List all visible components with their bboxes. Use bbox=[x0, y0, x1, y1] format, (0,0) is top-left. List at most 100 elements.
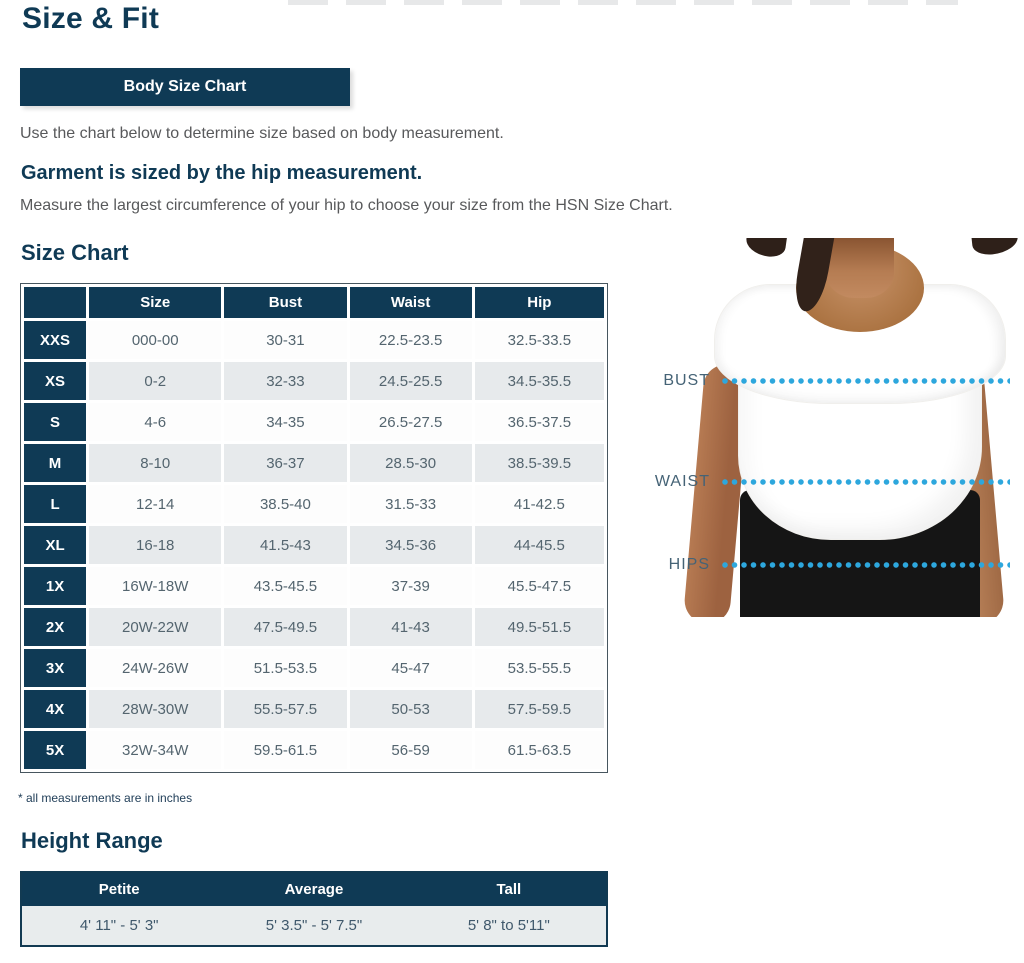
column-header: Hip bbox=[474, 287, 604, 318]
table-cell: 5' 3.5" - 5' 7.5" bbox=[216, 906, 412, 946]
height-range-header-row: Petite Average Tall bbox=[21, 872, 607, 906]
table-cell: 26.5-27.5 bbox=[349, 403, 472, 441]
table-cell: 57.5-59.5 bbox=[474, 690, 604, 728]
measurements-footnote: * all measurements are in inches bbox=[18, 791, 193, 805]
table-cell: 50-53 bbox=[349, 690, 472, 728]
table-row: L 12-14 38.5-40 31.5-33 41-42.5 bbox=[24, 485, 604, 523]
row-header: 1X bbox=[24, 567, 87, 605]
table-cell: 55.5-57.5 bbox=[224, 690, 347, 728]
table-cell: 32.5-33.5 bbox=[474, 321, 604, 359]
body-size-chart-button[interactable]: Body Size Chart bbox=[20, 68, 350, 106]
bust-label: BUST bbox=[663, 372, 710, 389]
cropped-content-artifact bbox=[288, 0, 958, 5]
row-header: 5X bbox=[24, 731, 87, 769]
table-cell: 34-35 bbox=[224, 403, 347, 441]
model-hair-tuft-right bbox=[970, 238, 1020, 257]
table-cell: 34.5-35.5 bbox=[474, 362, 604, 400]
table-cell: 36.5-37.5 bbox=[474, 403, 604, 441]
row-header: XS bbox=[24, 362, 87, 400]
table-cell: 5' 8" to 5'11" bbox=[411, 906, 607, 946]
table-cell: 56-59 bbox=[349, 731, 472, 769]
table-cell: 32-33 bbox=[224, 362, 347, 400]
table-cell: 000-00 bbox=[89, 321, 222, 359]
size-chart-header-row: Size Bust Waist Hip bbox=[24, 287, 604, 318]
table-cell: 4' 11" - 5' 3" bbox=[21, 906, 217, 946]
table-cell: 44-45.5 bbox=[474, 526, 604, 564]
table-cell: 20W-22W bbox=[89, 608, 222, 646]
intro-text: Use the chart below to determine size ba… bbox=[20, 125, 504, 142]
table-cell: 36-37 bbox=[224, 444, 347, 482]
table-cell: 28.5-30 bbox=[349, 444, 472, 482]
row-header: XXS bbox=[24, 321, 87, 359]
table-cell: 38.5-40 bbox=[224, 485, 347, 523]
row-header: XL bbox=[24, 526, 87, 564]
waist-measure-row: WAIST bbox=[650, 472, 1010, 492]
column-header: Petite bbox=[21, 872, 217, 906]
size-chart-heading: Size Chart bbox=[21, 240, 129, 265]
garment-sizing-heading: Garment is sized by the hip measurement. bbox=[21, 162, 423, 184]
table-cell: 41.5-43 bbox=[224, 526, 347, 564]
table-row: XXS 000-00 30-31 22.5-23.5 32.5-33.5 bbox=[24, 321, 604, 359]
table-cell: 30-31 bbox=[224, 321, 347, 359]
table-row: 4' 11" - 5' 3" 5' 3.5" - 5' 7.5" 5' 8" to … bbox=[21, 906, 607, 946]
hips-measure-row: HIPS bbox=[650, 555, 1010, 575]
table-cell: 16-18 bbox=[89, 526, 222, 564]
table-cell: 47.5-49.5 bbox=[224, 608, 347, 646]
table-cell: 49.5-51.5 bbox=[474, 608, 604, 646]
size-chart-table: Size Bust Waist Hip XXS 000-00 30-31 22.5-23.5… bbox=[20, 283, 608, 773]
waist-dotted-line bbox=[722, 478, 1010, 486]
table-cell: 53.5-55.5 bbox=[474, 649, 604, 687]
column-header: Average bbox=[216, 872, 412, 906]
measure-instruction-text: Measure the largest circumference of you… bbox=[20, 197, 673, 214]
page-title: Size & Fit bbox=[22, 2, 160, 35]
table-row: 3X 24W-26W 51.5-53.5 45-47 53.5-55.5 bbox=[24, 649, 604, 687]
table-cell: 24.5-25.5 bbox=[349, 362, 472, 400]
table-cell: 16W-18W bbox=[89, 567, 222, 605]
table-cell: 51.5-53.5 bbox=[224, 649, 347, 687]
table-cell: 41-42.5 bbox=[474, 485, 604, 523]
table-row: M 8-10 36-37 28.5-30 38.5-39.5 bbox=[24, 444, 604, 482]
row-header: 2X bbox=[24, 608, 87, 646]
table-row: 1X 16W-18W 43.5-45.5 37-39 45.5-47.5 bbox=[24, 567, 604, 605]
table-row: 5X 32W-34W 59.5-61.5 56-59 61.5-63.5 bbox=[24, 731, 604, 769]
column-header: Waist bbox=[349, 287, 472, 318]
table-cell: 43.5-45.5 bbox=[224, 567, 347, 605]
table-row: S 4-6 34-35 26.5-27.5 36.5-37.5 bbox=[24, 403, 604, 441]
table-cell: 8-10 bbox=[89, 444, 222, 482]
row-header: 4X bbox=[24, 690, 87, 728]
row-header: M bbox=[24, 444, 87, 482]
table-cell: 45-47 bbox=[349, 649, 472, 687]
waist-label: WAIST bbox=[654, 473, 710, 490]
table-cell: 61.5-63.5 bbox=[474, 731, 604, 769]
table-row: XL 16-18 41.5-43 34.5-36 44-45.5 bbox=[24, 526, 604, 564]
model-hair-tuft-left bbox=[744, 238, 788, 259]
row-header: L bbox=[24, 485, 87, 523]
table-cell: 59.5-61.5 bbox=[224, 731, 347, 769]
table-row: 2X 20W-22W 47.5-49.5 41-43 49.5-51.5 bbox=[24, 608, 604, 646]
bust-measure-row: BUST bbox=[650, 371, 1010, 391]
row-header: S bbox=[24, 403, 87, 441]
table-cell: 12-14 bbox=[89, 485, 222, 523]
table-cell: 24W-26W bbox=[89, 649, 222, 687]
table-cell: 34.5-36 bbox=[349, 526, 472, 564]
hips-dotted-line bbox=[722, 561, 1010, 569]
column-header: Tall bbox=[411, 872, 607, 906]
table-cell: 32W-34W bbox=[89, 731, 222, 769]
table-cell: 38.5-39.5 bbox=[474, 444, 604, 482]
row-header: 3X bbox=[24, 649, 87, 687]
table-cell: 45.5-47.5 bbox=[474, 567, 604, 605]
table-cell: 41-43 bbox=[349, 608, 472, 646]
table-cell: 0-2 bbox=[89, 362, 222, 400]
table-row: XS 0-2 32-33 24.5-25.5 34.5-35.5 bbox=[24, 362, 604, 400]
bust-dotted-line bbox=[722, 377, 1010, 385]
column-header bbox=[24, 287, 87, 318]
height-range-heading: Height Range bbox=[21, 828, 163, 853]
table-cell: 28W-30W bbox=[89, 690, 222, 728]
table-cell: 22.5-23.5 bbox=[349, 321, 472, 359]
table-row: 4X 28W-30W 55.5-57.5 50-53 57.5-59.5 bbox=[24, 690, 604, 728]
column-header: Bust bbox=[224, 287, 347, 318]
table-cell: 31.5-33 bbox=[349, 485, 472, 523]
column-header: Size bbox=[89, 287, 222, 318]
height-range-table: Petite Average Tall 4' 11" - 5' 3" 5' 3.5" … bbox=[20, 871, 608, 947]
hips-label: HIPS bbox=[668, 556, 710, 573]
